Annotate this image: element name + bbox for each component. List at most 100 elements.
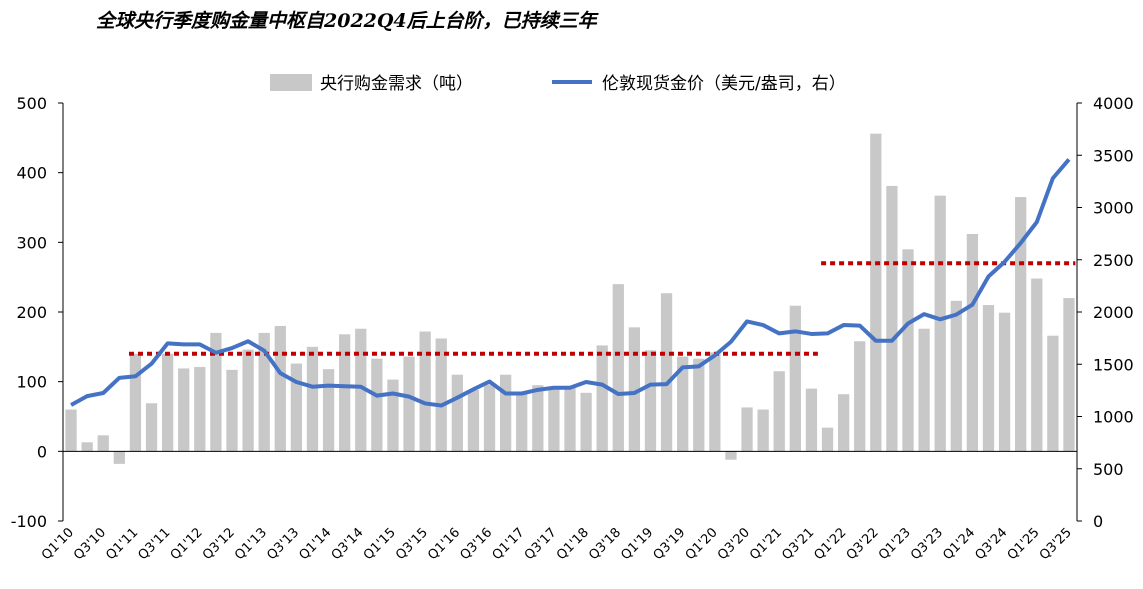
bar-Q3'23 — [934, 195, 946, 452]
bar-Q1'23 — [902, 249, 914, 452]
bar-Q4'21 — [821, 427, 834, 452]
bar-Q2'25 — [1047, 335, 1059, 452]
bar-Q2'22 — [854, 341, 866, 452]
left-tick-label: 0 — [37, 442, 47, 461]
x-tick-label: Q1'23 — [876, 525, 914, 563]
bar-Q2'16 — [467, 390, 480, 452]
bar-Q4'18 — [628, 327, 641, 452]
bar-Q4'15 — [435, 338, 447, 452]
bar-Q2'11 — [145, 403, 158, 452]
x-tick-label: Q1'18 — [554, 525, 592, 563]
bar-Q1'24 — [966, 233, 979, 452]
bar-Q1'11 — [129, 353, 142, 452]
left-tick-label: 200 — [16, 303, 47, 322]
bar-Q2'24 — [982, 305, 995, 452]
right-tick-label: 2500 — [1093, 251, 1134, 270]
right-tick-label: 500 — [1093, 460, 1124, 479]
bar-Q3'19 — [677, 356, 689, 452]
line-series — [70, 158, 1071, 408]
x-tick-label: Q1'11 — [103, 525, 141, 563]
x-tick-label: Q1'21 — [747, 525, 785, 563]
bar-Q4'17 — [564, 385, 576, 452]
bar-Q1'18 — [580, 392, 592, 452]
x-tick-label: Q3'18 — [586, 525, 624, 563]
bar-Q2'23 — [918, 328, 930, 452]
right-tick-label: 3500 — [1093, 146, 1134, 165]
bar-Q4'22 — [886, 185, 898, 452]
bar-Q3'10 — [97, 435, 109, 452]
bar-Q2'19 — [660, 293, 673, 452]
bar-Q2'14 — [339, 334, 351, 452]
x-tick-label: Q3'25 — [1037, 525, 1075, 563]
bar-Q4'11 — [178, 368, 190, 452]
bar-Q1'17 — [516, 392, 528, 452]
bar-Q1'10 — [65, 409, 77, 452]
right-tick-label: 4000 — [1093, 94, 1134, 113]
bar-Q4'23 — [950, 300, 962, 452]
x-tick-label: Q3'14 — [329, 525, 367, 563]
bar-Q1'15 — [387, 379, 399, 452]
bar-Q1'25 — [1031, 278, 1043, 452]
right-tick-label: 3000 — [1093, 199, 1134, 218]
bar-Q3'14 — [355, 328, 367, 452]
x-tick-label: Q1'20 — [683, 525, 721, 563]
bar-Q2'20 — [725, 451, 737, 460]
left-y-axis: -100 0 100 200 300 400 500 — [11, 94, 63, 531]
bar-Q3'18 — [612, 284, 624, 452]
bar-Q3'11 — [161, 353, 174, 452]
left-tick-label: 300 — [16, 233, 47, 252]
legend-line-label: 伦敦现货金价（美元/盎司，右） — [602, 74, 846, 94]
bar-Q4'24 — [1015, 197, 1027, 452]
bar-Q4'12 — [242, 349, 254, 452]
x-tick-label: Q3'24 — [972, 525, 1010, 563]
x-axis: Q1'10Q3'10Q1'11Q3'11Q1'12Q3'12Q1'13Q3'13… — [39, 525, 1075, 563]
bar-Q4'16 — [499, 374, 512, 452]
bar-Q3'15 — [419, 331, 431, 452]
reference-lines — [128, 261, 1076, 356]
right-tick-label: 2000 — [1093, 303, 1134, 322]
x-tick-label: Q1'13 — [232, 525, 270, 563]
left-tick-label: -100 — [11, 512, 47, 531]
bar-Q2'13 — [274, 325, 286, 452]
chart-title: 全球央行季度购金量中枢自2022Q4后上台阶，已持续三年 — [96, 10, 597, 32]
x-tick-label: Q1'12 — [168, 525, 206, 563]
x-tick-label: Q3'15 — [393, 525, 431, 563]
left-tick-label: 400 — [16, 164, 47, 183]
x-tick-label: Q3'21 — [779, 525, 817, 563]
gold-price-line — [70, 158, 1071, 408]
bar-Q4'14 — [371, 358, 383, 452]
legend-bar-swatch — [270, 74, 312, 91]
x-tick-label: Q3'22 — [844, 525, 882, 563]
bar-Q1'21 — [773, 371, 785, 452]
bar-Q3'20 — [741, 407, 753, 452]
right-tick-label: 1500 — [1093, 355, 1134, 374]
x-tick-label: Q1'14 — [296, 525, 334, 563]
bar-Q1'14 — [322, 369, 335, 452]
x-tick-label: Q1'22 — [812, 525, 850, 563]
bar-Q1'16 — [451, 374, 463, 452]
x-tick-label: Q3'12 — [200, 525, 238, 563]
x-tick-label: Q1'24 — [940, 525, 978, 563]
bar-Q3'24 — [998, 312, 1011, 452]
bar-Q3'16 — [483, 384, 496, 452]
bar-Q2'10 — [81, 442, 93, 452]
x-tick-label: Q1'16 — [425, 525, 463, 563]
bar-Q3'21 — [805, 388, 818, 452]
bar-Q2'12 — [210, 332, 222, 452]
bar-Q4'13 — [306, 346, 319, 452]
bar-Q4'10 — [113, 451, 125, 464]
chart-legend: 央行购金需求（吨） 伦敦现货金价（美元/盎司，右） — [270, 74, 846, 94]
bar-Q3'25 — [1063, 298, 1075, 452]
x-tick-label: Q3'23 — [908, 525, 946, 563]
bar-Q1'22 — [837, 394, 850, 452]
x-tick-label: Q1'19 — [618, 525, 656, 563]
x-tick-label: Q3'20 — [715, 525, 753, 563]
right-tick-label: 1000 — [1093, 408, 1134, 427]
bar-Q2'18 — [596, 345, 608, 452]
bar-Q3'13 — [290, 363, 303, 452]
bar-Q2'17 — [532, 385, 544, 452]
right-y-axis: 0 500 1000 1500 2000 2500 3000 3500 4000 — [1077, 94, 1134, 531]
bar-Q3'12 — [226, 369, 238, 452]
bar-Q3'22 — [870, 133, 882, 452]
